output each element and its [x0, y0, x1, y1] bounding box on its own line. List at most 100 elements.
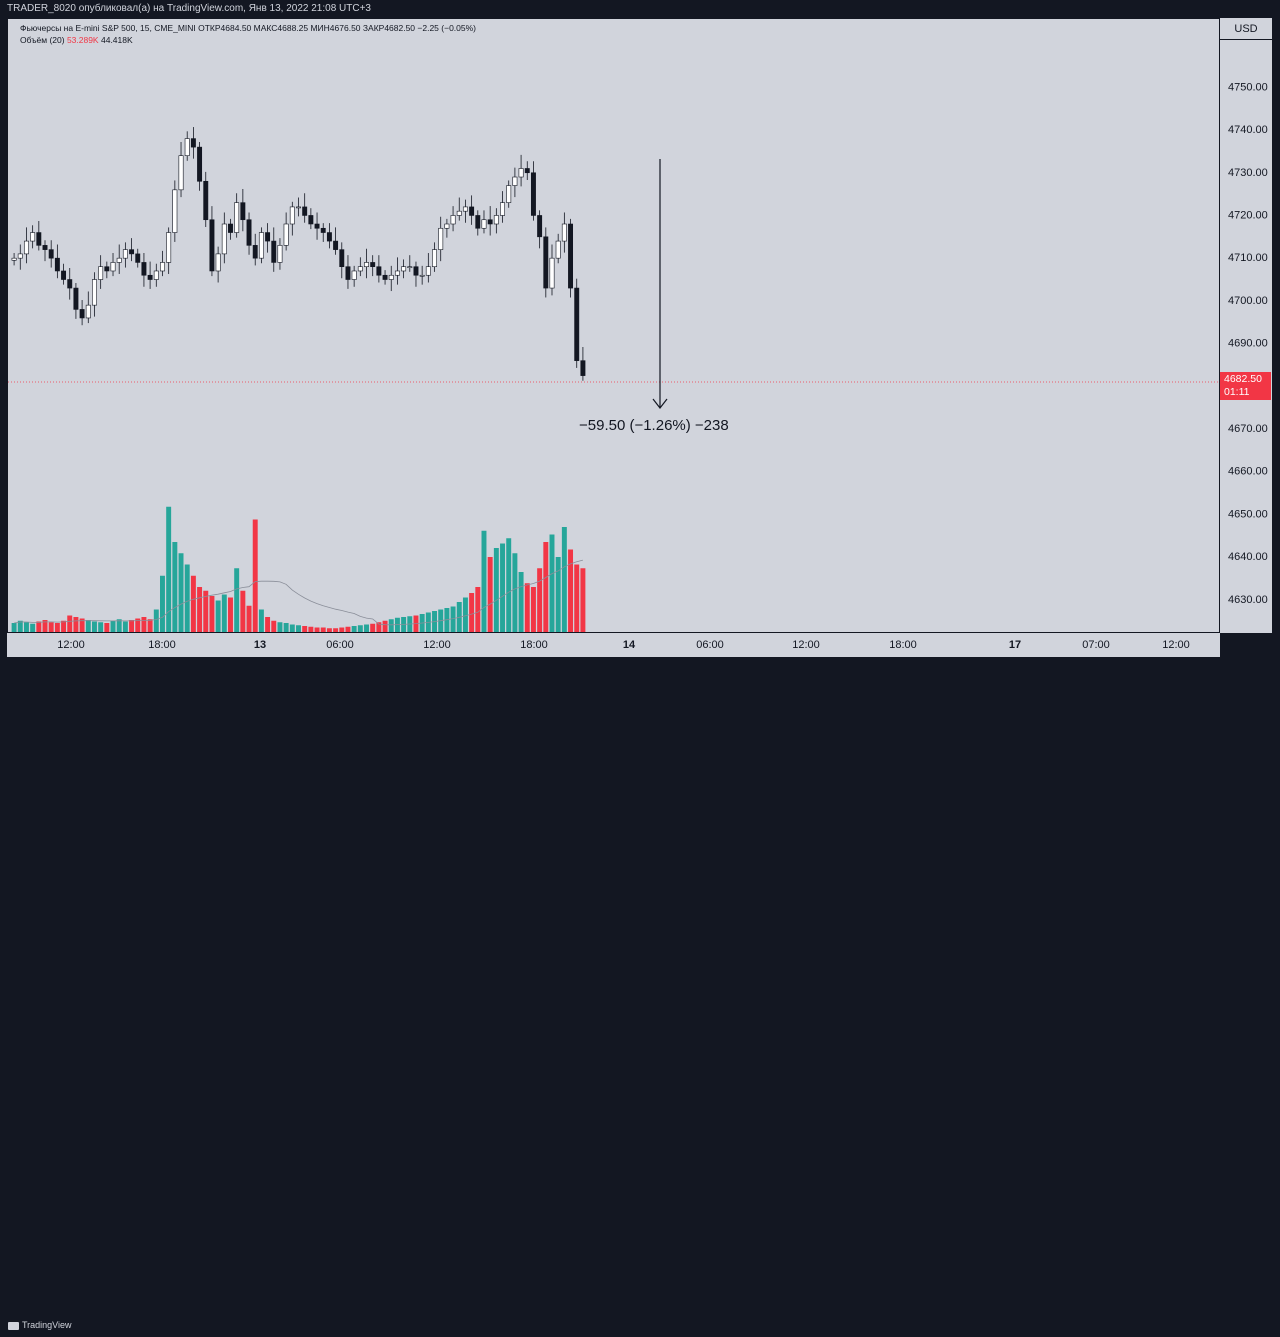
candle-body — [166, 232, 172, 263]
candle-body — [302, 206, 308, 216]
volume-bar — [17, 620, 23, 632]
candle-body — [104, 266, 110, 272]
candle-body — [190, 138, 196, 148]
volume-value: 53.289K — [66, 35, 99, 45]
volume-bar — [147, 619, 153, 632]
candle-body — [419, 274, 425, 277]
brand-name: TradingView — [22, 1320, 72, 1330]
volume-bar — [184, 564, 190, 632]
time-tick-label: 18:00 — [889, 639, 917, 651]
candle-body — [23, 240, 29, 255]
volume-bar — [289, 624, 295, 632]
volume-bar — [228, 597, 233, 632]
price-tick-label: 4710.00 — [1228, 252, 1268, 264]
candle-body — [524, 168, 530, 174]
time-axis[interactable]: 12:00 18:00 13 06:00 12:00 18:00 14 06:00 12:00 1… — [7, 633, 1220, 657]
left-border — [0, 18, 7, 657]
candle-body — [357, 266, 363, 272]
candlestick-chart[interactable] — [8, 19, 1221, 634]
candle-body — [215, 253, 221, 272]
volume-bar — [357, 625, 363, 632]
candle-body — [530, 172, 536, 216]
candle-body — [425, 266, 431, 276]
time-tick-label: 18:00 — [148, 639, 176, 651]
price-axis[interactable]: 4630.004640.004650.004660.004670.004680.… — [1220, 18, 1272, 633]
candle-body — [234, 202, 240, 233]
candle-body — [376, 266, 382, 276]
time-tick-label: 12:00 — [1162, 639, 1190, 651]
time-tick-label: 18:00 — [520, 639, 548, 651]
volume-bar — [549, 534, 555, 632]
candle-body — [153, 270, 159, 280]
candle-body — [246, 219, 252, 246]
candle-body — [116, 257, 122, 263]
volume-bar — [506, 538, 512, 632]
volume-label: Объём (20) — [20, 35, 65, 45]
candle-body — [178, 155, 184, 191]
volume-bar — [370, 623, 376, 632]
publisher-text: TRADER_8020 опубликовал(а) на TradingVie… — [7, 3, 371, 14]
candle-body — [388, 274, 394, 280]
volume-bar — [543, 542, 549, 632]
price-tick-label: 4740.00 — [1228, 124, 1268, 136]
candle-body — [401, 266, 407, 272]
volume-bar — [574, 564, 580, 632]
candle-body — [48, 249, 54, 259]
bar-countdown: 01:11 — [1224, 386, 1250, 398]
volume-bar — [98, 622, 104, 632]
candle-body — [506, 185, 512, 203]
volume-bar — [388, 619, 394, 632]
candle-body — [394, 270, 400, 276]
symbol-legend[interactable]: Фьючерсы на E-mini S&P 500, 15, CME_MINI… — [20, 23, 476, 33]
candles — [11, 127, 586, 381]
volume-ma-value: 44.418K — [100, 35, 133, 45]
volume-bar — [475, 587, 481, 632]
candle-body — [135, 253, 141, 263]
candle-body — [574, 287, 580, 361]
volume-bar — [462, 597, 468, 632]
price-tick-label: 4700.00 — [1228, 295, 1268, 307]
candle-body — [314, 223, 320, 229]
candle-body — [283, 223, 289, 246]
candle-body — [98, 266, 104, 280]
volume-bar — [215, 600, 221, 632]
volume-bar — [190, 575, 196, 632]
volume-bar — [561, 527, 567, 632]
volume-bar — [246, 605, 252, 632]
volume-bar — [487, 557, 493, 632]
time-tick-label: 12:00 — [423, 639, 451, 651]
volume-bar — [48, 622, 54, 632]
candle-body — [333, 240, 339, 250]
volume-ma-line — [14, 559, 584, 626]
volume-bar — [11, 623, 17, 632]
volume-legend[interactable]: Объём (20) 53.289K 44.418K — [20, 35, 133, 45]
candle-body — [184, 138, 190, 156]
volume-bar — [104, 623, 110, 632]
volume-bar — [197, 587, 203, 632]
volume-bar — [450, 606, 456, 632]
volume-bar — [351, 626, 357, 632]
tv-logo-icon — [8, 1321, 19, 1330]
volume-bar — [283, 623, 289, 632]
candle-body — [500, 202, 505, 216]
volume-bar — [209, 596, 215, 632]
candle-body — [42, 245, 48, 250]
price-pane[interactable]: Фьючерсы на E-mini S&P 500, 15, CME_MINI… — [7, 18, 1221, 634]
time-tick-label: 07:00 — [1082, 639, 1110, 651]
candle-body — [209, 219, 215, 272]
price-tick-label: 4630.00 — [1228, 594, 1268, 606]
tradingview-logo[interactable]: TradingView — [8, 1314, 72, 1337]
volume-bar — [252, 519, 258, 632]
candle-body — [85, 304, 91, 319]
volume-bar — [555, 557, 561, 632]
volume-bar — [178, 553, 184, 632]
candle-body — [271, 240, 277, 263]
currency-label[interactable]: USD — [1220, 18, 1272, 40]
volume-bar — [481, 530, 487, 632]
candle-body — [444, 223, 450, 229]
time-tick-label: 14 — [623, 639, 636, 651]
volume-bar — [153, 609, 159, 632]
volume-bar — [500, 543, 506, 632]
volume-bar — [345, 626, 351, 632]
volume-bar — [160, 575, 165, 632]
